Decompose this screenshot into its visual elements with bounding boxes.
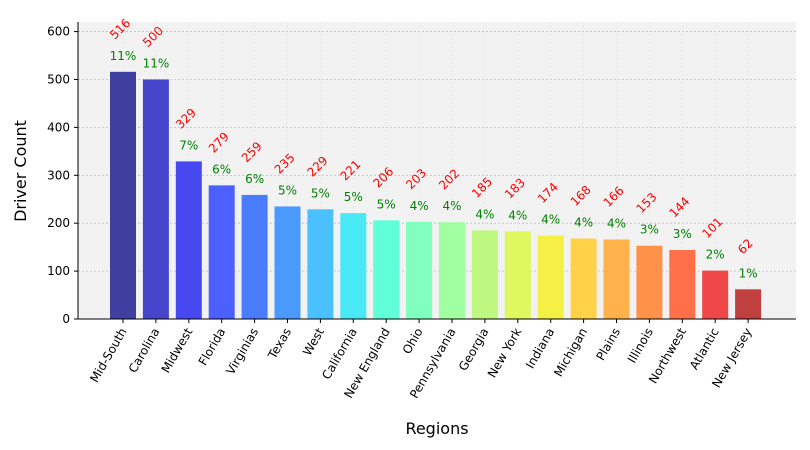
percent-label: 3% <box>640 223 659 237</box>
percent-label: 11% <box>110 49 137 63</box>
percent-label: 5% <box>344 190 363 204</box>
bar <box>471 230 498 319</box>
x-axis-title: Regions <box>405 419 468 438</box>
x-tick-label: Georgia <box>456 326 492 374</box>
percent-label: 7% <box>179 138 198 152</box>
bar <box>603 239 630 319</box>
bar <box>175 161 202 319</box>
percent-label: 3% <box>673 227 692 241</box>
percent-label: 4% <box>442 199 461 213</box>
percent-label: 4% <box>508 208 527 222</box>
bar <box>208 185 235 319</box>
y-axis-title: Driver Count <box>11 120 30 222</box>
x-tick-label: Virginias <box>223 326 261 378</box>
x-tick-label: Illinois <box>625 326 656 366</box>
bar <box>439 222 465 319</box>
bar <box>537 235 564 319</box>
x-tick-label: Midwest <box>159 325 196 375</box>
y-tick-label: 0 <box>62 312 70 326</box>
bar <box>735 289 762 319</box>
bar <box>241 194 268 319</box>
percent-label: 5% <box>377 197 396 211</box>
percent-label: 4% <box>410 199 429 213</box>
percent-label: 5% <box>311 186 330 200</box>
x-tick-label: Plains <box>593 326 623 363</box>
bar <box>702 270 729 319</box>
percent-label: 5% <box>278 183 297 197</box>
percent-label: 4% <box>541 213 560 227</box>
x-tick-label: West <box>300 325 327 358</box>
percent-label: 11% <box>143 56 170 70</box>
bars <box>110 71 762 319</box>
bar <box>636 245 663 319</box>
x-tick-label: Florida <box>196 326 229 368</box>
bar <box>110 71 136 319</box>
bar <box>373 220 400 319</box>
x-tick-label: Mid-South <box>87 326 129 385</box>
y-tick-label: 100 <box>47 264 70 278</box>
percent-label: 6% <box>245 172 264 186</box>
percent-label: 4% <box>607 216 626 230</box>
percent-label: 2% <box>706 248 725 262</box>
bar <box>669 250 696 319</box>
y-tick-label: 500 <box>47 72 70 86</box>
x-tick-label: Michigan <box>551 326 590 380</box>
bar <box>504 231 531 319</box>
x-tick-label: Indiana <box>523 326 557 371</box>
percent-label: 6% <box>212 162 231 176</box>
x-tick-label: Texas <box>265 326 294 363</box>
bar <box>307 209 334 319</box>
bar <box>570 238 597 319</box>
bar <box>274 206 301 319</box>
percent-label: 1% <box>739 266 758 280</box>
percent-label: 4% <box>574 216 593 230</box>
bar <box>142 79 169 319</box>
y-tick-label: 200 <box>47 216 70 230</box>
x-tick-label: Ohio <box>400 326 426 357</box>
percent-label: 4% <box>475 207 494 221</box>
gridlines <box>78 22 796 319</box>
bar <box>340 213 367 319</box>
bar <box>406 221 433 319</box>
x-tick-label: Carolina <box>126 326 163 376</box>
y-ticks: 0 100 200 300 400 500 600 <box>47 25 78 326</box>
y-tick-label: 600 <box>47 25 70 39</box>
y-tick-label: 300 <box>47 168 70 182</box>
y-tick-label: 400 <box>47 120 70 134</box>
x-tick-label: Atlantic <box>687 326 722 373</box>
